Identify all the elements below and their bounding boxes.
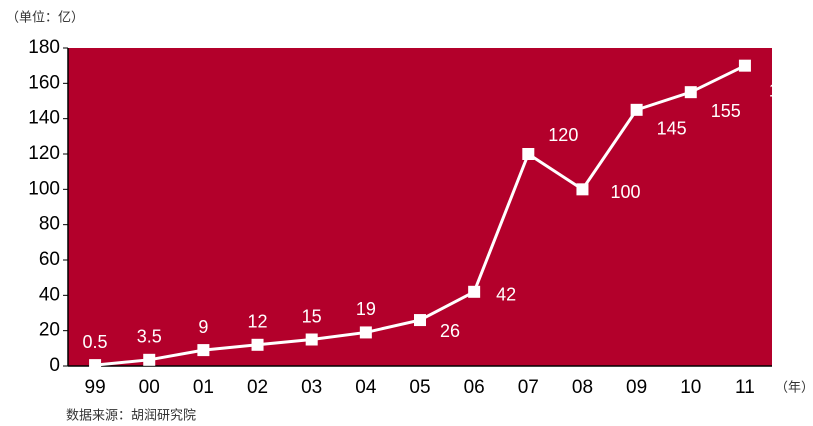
x-tick-label: 11 [735, 377, 755, 398]
data-marker [305, 333, 318, 346]
data-label: 19 [356, 299, 376, 319]
x-tick-label: 06 [464, 377, 485, 398]
y-tick-label: 60 [39, 249, 60, 270]
y-tick-label: 100 [28, 178, 60, 199]
y-tick-label: 140 [28, 108, 60, 129]
x-tick-label: 03 [301, 377, 322, 398]
data-label: 26 [440, 321, 460, 341]
data-marker [576, 183, 589, 196]
data-marker [414, 314, 426, 327]
y-tick-label: 160 [28, 72, 60, 93]
x-tick-label: 09 [626, 377, 647, 398]
data-label: 15 [302, 306, 322, 326]
y-tick-label: 80 [39, 214, 60, 235]
x-tick-label: 10 [680, 377, 701, 398]
data-marker [468, 285, 481, 298]
data-marker [630, 103, 643, 116]
data-label: 0.5 [83, 332, 108, 352]
y-tick-label: 120 [28, 143, 60, 164]
data-label: 100 [610, 182, 640, 202]
x-tick-label: 99 [85, 377, 106, 398]
data-label: 9 [198, 317, 208, 337]
data-marker [684, 86, 697, 99]
x-tick-label: 02 [247, 377, 268, 398]
plot-area [68, 48, 772, 366]
data-marker [197, 344, 210, 357]
data-marker [143, 353, 156, 366]
data-label: 120 [548, 125, 578, 145]
data-label: 12 [248, 312, 268, 332]
data-marker [522, 148, 535, 160]
y-tick-label: 40 [39, 284, 60, 305]
x-tick-label: 01 [193, 377, 214, 398]
x-tick-label: 04 [355, 377, 377, 398]
x-tick-label: 05 [409, 377, 430, 398]
x-tick-label: 00 [139, 377, 160, 398]
unit-label: （单位：亿） [6, 9, 84, 24]
data-label: 145 [657, 119, 687, 139]
data-label: 170 [769, 80, 799, 100]
y-tick-label: 180 [28, 37, 60, 58]
y-tick-label: 0 [49, 355, 60, 376]
data-marker [738, 59, 751, 72]
y-tick-label: 20 [39, 320, 60, 341]
x-tick-label: 08 [572, 377, 593, 398]
data-marker [251, 338, 264, 351]
data-marker [89, 359, 102, 372]
data-label: 3.5 [137, 327, 162, 347]
data-label: 155 [711, 101, 741, 121]
source-note: 数据来源：胡润研究院 [66, 407, 196, 422]
data-marker [359, 326, 372, 339]
data-label: 42 [496, 285, 516, 305]
x-tick-label: 07 [518, 377, 539, 398]
x-axis-label: （年） [775, 379, 813, 394]
